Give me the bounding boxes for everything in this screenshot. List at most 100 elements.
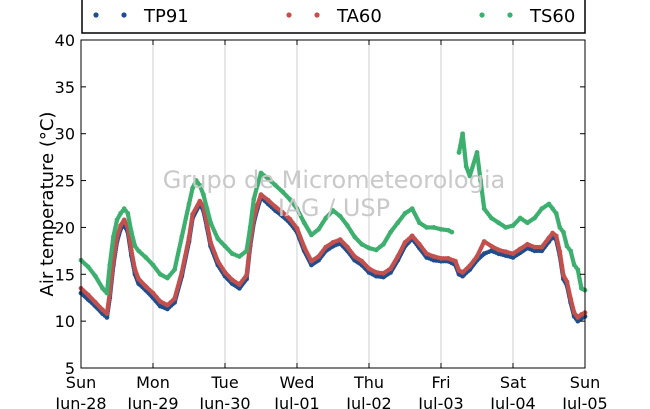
point-fill-ts60 (286, 195, 291, 201)
point-fill-ta60 (117, 225, 123, 231)
point-fill-ta60 (581, 311, 586, 316)
point-fill-ta60 (537, 244, 542, 250)
point-fill-ta60 (567, 294, 573, 299)
point-fill-ts60 (487, 213, 493, 219)
point-fill-ta60 (473, 256, 478, 261)
point-fill-ta60 (523, 243, 528, 248)
point-fill-ta60 (422, 249, 428, 254)
point-fill-ta60 (135, 274, 141, 280)
point-fill-ts60 (120, 208, 125, 214)
point-fill-ts60 (436, 226, 441, 231)
x-tick-date-0: Jun-28 (54, 394, 106, 409)
point-fill-ts60 (114, 219, 119, 225)
legend-box (81, 0, 586, 34)
point-fill-ta60 (357, 257, 363, 263)
point-fill-ta60 (465, 265, 471, 270)
point-fill-ts60 (141, 253, 147, 258)
point-fill-ta60 (271, 202, 276, 208)
series-layer (78, 131, 588, 324)
point-fill-ta60 (278, 208, 283, 214)
point-fill-ta60 (408, 235, 413, 240)
point-fill-ts60 (117, 213, 122, 218)
point-fill-ts60 (416, 218, 421, 223)
point-fill-ta60 (98, 306, 104, 311)
point-fill-ta60 (548, 233, 553, 238)
point-fill-ta60 (552, 232, 557, 237)
point-fill-ta60 (494, 246, 499, 252)
point-fill-ts60 (314, 228, 319, 233)
point-fill-ts60 (552, 208, 557, 214)
point-fill-ts60 (494, 219, 499, 224)
point-fill-tp91 (537, 248, 542, 254)
point-fill-ts60 (221, 242, 226, 247)
x-tick-day-4: Thu (353, 373, 384, 392)
point-fill-ta60 (91, 298, 97, 304)
point-fill-ta60 (186, 237, 191, 242)
point-fill-ta60 (508, 250, 513, 256)
point-fill-ts60 (545, 202, 550, 208)
point-fill-ta60 (84, 291, 89, 296)
point-fill-ts60 (134, 246, 139, 251)
point-fill-ts60 (170, 269, 176, 274)
point-fill-ta60 (200, 202, 205, 208)
point-fill-ta60 (314, 255, 319, 260)
point-fill-ta60 (163, 302, 168, 307)
legend-marker-tp91-b (121, 12, 127, 18)
point-fill-ts60 (573, 265, 579, 270)
point-fill-ts60 (179, 236, 184, 242)
point-fill-ta60 (335, 238, 340, 243)
point-fill-ts60 (84, 262, 89, 268)
legend-marker-ts60-a (479, 12, 485, 18)
point-fill-ts60 (293, 204, 298, 210)
point-fill-ts60 (401, 213, 406, 218)
point-fill-ts60 (300, 218, 306, 223)
watermark-line-2: IAG / USP (278, 194, 390, 222)
point-fill-ta60 (365, 264, 370, 270)
legend-marker-ta60-a (286, 12, 292, 18)
point-fill-ta60 (285, 215, 291, 220)
point-fill-tp91 (378, 274, 384, 279)
point-fill-ta60 (293, 224, 298, 229)
point-fill-ta60 (170, 298, 175, 303)
point-fill-ta60 (573, 312, 579, 318)
legend-label-ta60: TA60 (336, 6, 382, 27)
legend-label-tp91: TP91 (143, 6, 189, 27)
y-tick-label-4: 25 (55, 172, 75, 191)
point-fill-tp91 (508, 254, 513, 259)
point-fill-ta60 (545, 237, 550, 242)
point-fill-ts60 (251, 199, 256, 204)
point-fill-ta60 (221, 268, 226, 273)
point-fill-ta60 (401, 242, 407, 247)
point-fill-ta60 (128, 246, 134, 251)
y-axis: 5 10 15 20 25 30 35 40 (55, 31, 585, 378)
point-fill-ts60 (379, 243, 384, 248)
x-tick-date-2: Jun-30 (198, 394, 250, 409)
point-fill-ts60 (234, 253, 240, 258)
point-fill-ts60 (478, 176, 483, 181)
point-fill-tp91 (480, 253, 485, 258)
point-fill-ts60 (329, 209, 334, 215)
x-axis: Sun Jun-28 Mon Jun-29 Tue Jun-30 Wed Jul-01 Thu J… (54, 40, 608, 409)
point-fill-ta60 (443, 256, 448, 261)
point-fill-ta60 (264, 196, 269, 202)
point-fill-ta60 (456, 266, 461, 271)
point-fill-ts60 (578, 284, 584, 289)
point-fill-ts60 (516, 217, 521, 222)
point-fill-ta60 (450, 258, 456, 263)
point-fill-ta60 (563, 277, 568, 282)
point-fill-ts60 (200, 190, 205, 195)
point-fill-ts60 (387, 231, 392, 237)
x-tick-day-0: Sun (66, 373, 96, 392)
point-fill-ta60 (214, 257, 220, 262)
point-fill-ts60 (242, 250, 247, 255)
point-fill-ts60 (581, 287, 586, 292)
point-fill-ta60 (571, 308, 576, 313)
point-fill-ts60 (189, 187, 195, 193)
point-fill-ts60 (463, 162, 469, 167)
point-fill-ts60 (351, 232, 356, 238)
point-fill-ta60 (530, 243, 535, 249)
point-fill-ts60 (548, 204, 553, 209)
legend-marker-tp91-a (93, 12, 99, 18)
point-fill-ts60 (123, 208, 129, 214)
point-fill-ta60 (501, 248, 506, 254)
